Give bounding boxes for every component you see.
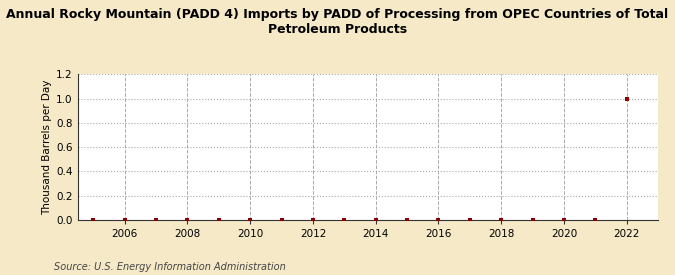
Point bbox=[464, 218, 475, 222]
Point bbox=[245, 218, 256, 222]
Point bbox=[339, 218, 350, 222]
Point bbox=[496, 218, 507, 222]
Point bbox=[433, 218, 444, 222]
Point bbox=[213, 218, 224, 222]
Y-axis label: Thousand Barrels per Day: Thousand Barrels per Day bbox=[42, 79, 52, 215]
Text: Annual Rocky Mountain (PADD 4) Imports by PADD of Processing from OPEC Countries: Annual Rocky Mountain (PADD 4) Imports b… bbox=[7, 8, 668, 36]
Point bbox=[182, 218, 193, 222]
Point bbox=[276, 218, 287, 222]
Point bbox=[151, 218, 161, 222]
Point bbox=[622, 96, 632, 101]
Point bbox=[590, 218, 601, 222]
Point bbox=[559, 218, 570, 222]
Text: Source: U.S. Energy Information Administration: Source: U.S. Energy Information Administ… bbox=[54, 262, 286, 272]
Point bbox=[308, 218, 319, 222]
Point bbox=[88, 218, 99, 222]
Point bbox=[371, 218, 381, 222]
Point bbox=[402, 218, 412, 222]
Point bbox=[527, 218, 538, 222]
Point bbox=[119, 218, 130, 222]
